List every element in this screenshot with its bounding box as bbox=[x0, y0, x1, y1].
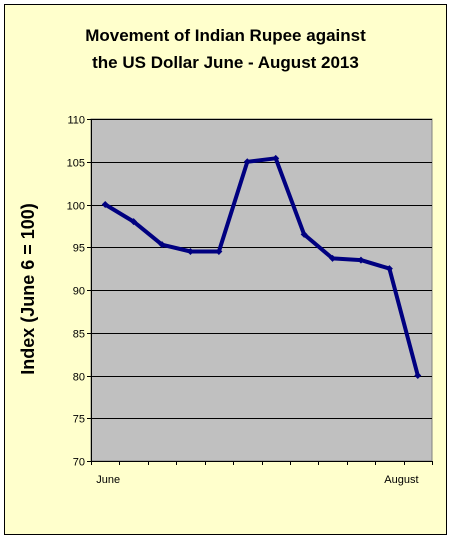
data-point-9 bbox=[357, 256, 365, 264]
data-point-4 bbox=[215, 248, 223, 256]
y-tick-label-85: 85 bbox=[73, 329, 85, 341]
data-point-10 bbox=[385, 265, 393, 273]
y-tick-label-70: 70 bbox=[73, 457, 85, 469]
chart-title-line-1: Movement of Indian Rupee against bbox=[85, 26, 366, 45]
y-tick-label-110: 110 bbox=[67, 115, 85, 127]
x-tick-labels: June August bbox=[96, 474, 418, 486]
y-tick-label-95: 95 bbox=[73, 243, 85, 255]
grid-lines bbox=[91, 119, 432, 419]
data-point-0 bbox=[101, 201, 109, 208]
axes bbox=[87, 119, 433, 465]
data-point-11 bbox=[414, 372, 422, 379]
x-tick-label-august: August bbox=[384, 474, 418, 486]
data-point-7 bbox=[300, 230, 308, 238]
y-tick-label-100: 100 bbox=[67, 201, 85, 213]
y-tick-label-75: 75 bbox=[73, 414, 85, 426]
x-tick-label-june: June bbox=[96, 474, 120, 486]
data-point-1 bbox=[130, 218, 138, 226]
y-tick-labels: 70 75 80 85 90 95 100 105 110 bbox=[67, 115, 85, 469]
chart-title-line-2: the US Dollar June - August 2013 bbox=[92, 53, 359, 72]
series bbox=[101, 154, 422, 379]
series-line-0 bbox=[103, 156, 420, 378]
y-tick-label-80: 80 bbox=[73, 372, 85, 384]
data-point-8 bbox=[329, 254, 337, 262]
data-point-2 bbox=[158, 241, 166, 249]
y-tick-label-90: 90 bbox=[73, 286, 85, 298]
y-tick-label-105: 105 bbox=[67, 158, 85, 170]
chart-title: Movement of Indian Rupee against the US … bbox=[4, 22, 447, 76]
data-point-6 bbox=[272, 154, 280, 162]
data-point-3 bbox=[186, 248, 194, 256]
data-point-5 bbox=[243, 158, 251, 166]
